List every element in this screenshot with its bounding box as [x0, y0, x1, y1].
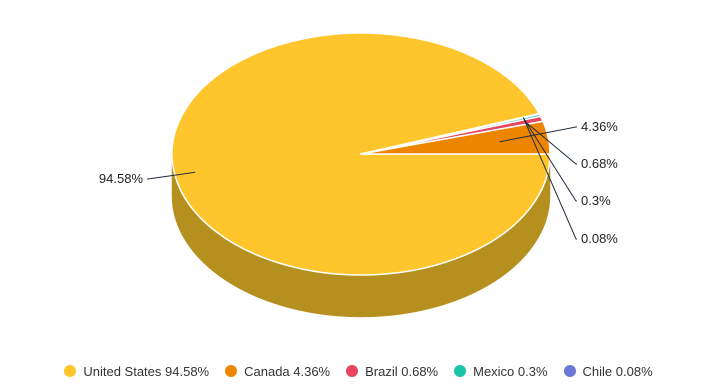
data-label-mexico: 0.3%	[581, 193, 611, 208]
legend-item-united-states[interactable]: United States 94.58%	[64, 364, 209, 379]
legend-item-mexico[interactable]: Mexico 0.3%	[454, 363, 548, 379]
data-label-chile: 0.08%	[581, 231, 618, 246]
legend-label-brazil: Brazil 0.68%	[365, 363, 439, 379]
leader-line-canada	[499, 126, 577, 143]
pie-top	[171, 32, 551, 276]
legend-item-brazil[interactable]: Brazil 0.68%	[346, 364, 438, 379]
leader-line-united-states	[147, 171, 196, 180]
legend-swatch-mexico	[454, 365, 467, 377]
data-label-canada: 4.36%	[581, 119, 618, 134]
leader-line-mexico	[523, 118, 577, 202]
legend-swatch-chile	[563, 365, 576, 377]
data-label-united-states: 94.58%	[99, 171, 144, 186]
legend-label-mexico: Mexico 0.3%	[473, 363, 548, 379]
chart-legend: United States 94.58% Canada 4.36% Brazil 0…	[0, 361, 717, 381]
legend-swatch-canada	[225, 365, 238, 377]
legend-label-united-states: United States 94.58%	[83, 363, 210, 379]
legend-item-chile[interactable]: Chile 0.08%	[563, 363, 653, 379]
legend-item-canada[interactable]: Canada 4.36%	[225, 364, 330, 379]
legend-swatch-brazil	[346, 365, 359, 377]
data-labels: 94.58% 4.36% 0.68% 0.3% 0.08%	[99, 117, 618, 246]
data-label-brazil: 0.68%	[581, 156, 618, 171]
legend-label-canada: Canada 4.36%	[244, 363, 331, 379]
pie-slice-chile[interactable]	[360, 112, 541, 155]
leader-line-chile	[522, 117, 577, 240]
leader-line-brazil	[525, 121, 577, 165]
legend-swatch-united-states	[64, 365, 77, 377]
legend-label-chile: Chile 0.08%	[582, 363, 653, 379]
